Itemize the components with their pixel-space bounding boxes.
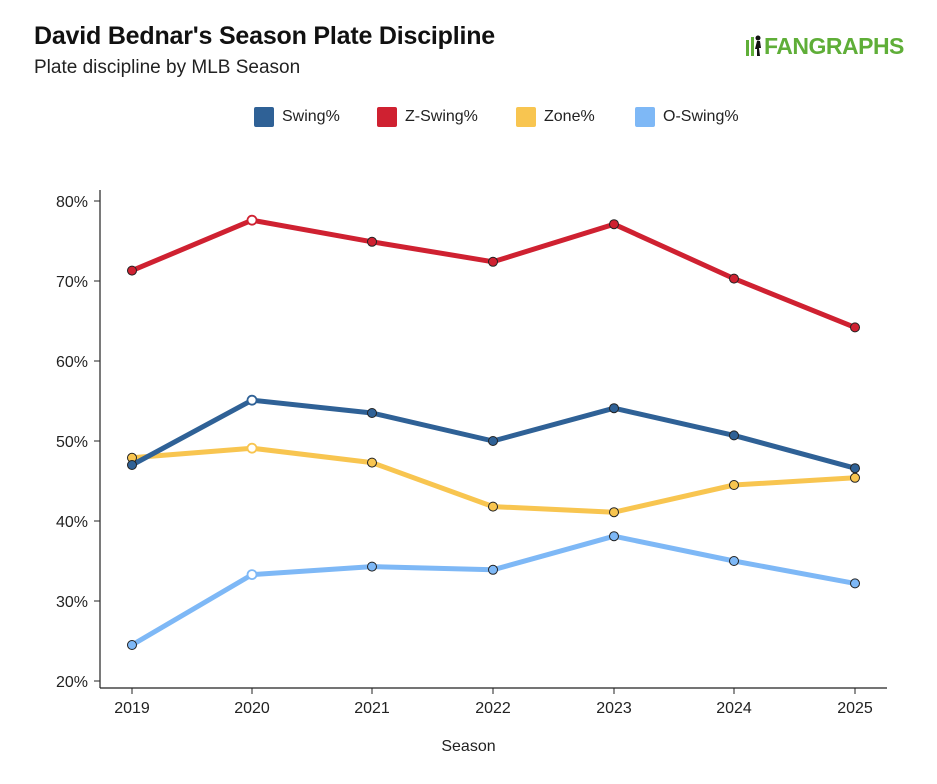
y-tick-label: 30% bbox=[56, 594, 88, 611]
x-tick-label: 2020 bbox=[234, 700, 270, 717]
legend-label: O-Swing% bbox=[663, 108, 739, 125]
data-point-o-swing[interactable] bbox=[850, 578, 860, 589]
data-point-z-swing[interactable] bbox=[367, 236, 377, 247]
legend-swatch bbox=[254, 107, 274, 127]
legend-item[interactable]: Swing% bbox=[254, 104, 340, 130]
data-point-zone[interactable] bbox=[246, 442, 258, 454]
data-point-zone[interactable] bbox=[609, 507, 619, 518]
legend-label: Z-Swing% bbox=[405, 108, 478, 125]
series-line-o-swing bbox=[129, 533, 858, 648]
y-tick-label: 40% bbox=[56, 514, 88, 531]
chart-title: David Bednar's Season Plate Discipline bbox=[34, 22, 496, 50]
y-tick-label: 70% bbox=[56, 274, 88, 291]
legend-swatch bbox=[635, 107, 655, 127]
data-point-zone[interactable] bbox=[488, 501, 498, 512]
data-point-o-swing[interactable] bbox=[609, 531, 619, 542]
data-point-swing[interactable] bbox=[729, 430, 739, 441]
data-point-swing[interactable] bbox=[609, 403, 619, 414]
data-point-swing[interactable] bbox=[246, 394, 258, 406]
series-line-z-swing bbox=[129, 217, 858, 330]
y-tick-label: 80% bbox=[56, 194, 88, 211]
data-point-z-swing[interactable] bbox=[488, 256, 498, 267]
data-point-swing[interactable] bbox=[488, 436, 498, 446]
legend-swatch bbox=[377, 107, 397, 127]
chart-legend: Swing% Z-Swing% Zone% O-Swing% bbox=[0, 104, 937, 130]
x-tick-label: 2021 bbox=[354, 700, 390, 717]
data-point-zone[interactable] bbox=[850, 472, 860, 483]
data-point-o-swing[interactable] bbox=[367, 561, 377, 572]
chart-subtitle: Plate discipline by MLB Season bbox=[34, 57, 301, 78]
data-point-swing[interactable] bbox=[367, 408, 377, 418]
data-point-swing[interactable] bbox=[127, 460, 137, 470]
x-tick-label: 2019 bbox=[114, 700, 150, 717]
legend-item[interactable]: Zone% bbox=[516, 104, 595, 130]
series-line-swing bbox=[129, 397, 858, 471]
data-point-zone[interactable] bbox=[367, 457, 377, 468]
data-point-zone[interactable] bbox=[729, 480, 739, 490]
x-tick-label: 2023 bbox=[596, 700, 632, 717]
legend-item[interactable]: O-Swing% bbox=[635, 104, 739, 130]
fangraphs-logo[interactable]: FANGRAPHS bbox=[745, 33, 904, 60]
x-tick-label: 2025 bbox=[837, 700, 873, 717]
data-point-z-swing[interactable] bbox=[127, 265, 137, 276]
data-point-o-swing[interactable] bbox=[127, 640, 137, 650]
legend-item[interactable]: Z-Swing% bbox=[377, 104, 478, 130]
x-tick-label: 2022 bbox=[475, 700, 511, 717]
fangraphs-logo-icon bbox=[746, 35, 761, 56]
y-tick-label: 60% bbox=[56, 354, 88, 371]
data-point-z-swing[interactable] bbox=[729, 273, 739, 284]
legend-label: Zone% bbox=[544, 108, 595, 125]
data-point-o-swing[interactable] bbox=[246, 569, 258, 580]
data-point-o-swing[interactable] bbox=[729, 556, 739, 566]
fangraphs-logo-text: FANGRAPHS bbox=[764, 33, 904, 59]
data-point-z-swing[interactable] bbox=[609, 219, 619, 230]
x-tick-label: 2024 bbox=[716, 700, 752, 717]
x-axis-label: Season bbox=[441, 738, 496, 755]
legend-label: Swing% bbox=[282, 108, 340, 125]
legend-swatch bbox=[516, 107, 536, 127]
data-point-swing[interactable] bbox=[850, 463, 860, 474]
y-tick-label: 20% bbox=[56, 674, 88, 691]
data-point-z-swing[interactable] bbox=[246, 214, 258, 226]
data-point-z-swing[interactable] bbox=[850, 322, 860, 333]
y-tick-label: 50% bbox=[56, 434, 88, 451]
data-point-o-swing[interactable] bbox=[488, 564, 498, 575]
